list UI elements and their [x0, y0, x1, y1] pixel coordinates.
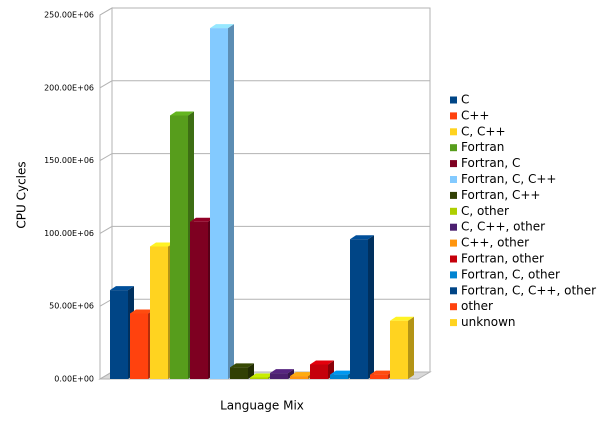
- bar-face: [110, 286, 134, 291]
- y-tick-label: 250.00E+06: [44, 11, 94, 20]
- legend-label: Fortran, other: [461, 252, 544, 266]
- bar: [350, 235, 374, 379]
- bar-face: [350, 235, 374, 240]
- bar-face: [170, 115, 188, 380]
- bar-face: [150, 242, 174, 247]
- bar-face: [310, 364, 328, 379]
- legend-swatch: [450, 96, 457, 104]
- grid-line: [99, 225, 430, 234]
- bar: [290, 372, 314, 379]
- grid-line: [99, 80, 430, 89]
- bar: [330, 370, 354, 379]
- legend-swatch: [450, 287, 457, 295]
- bar: [390, 316, 414, 379]
- bar: [310, 360, 334, 379]
- y-tick-label: 100.00E+06: [44, 229, 94, 238]
- legend-label: C, C++: [461, 124, 506, 138]
- grid-line: [99, 7, 430, 16]
- bar-face: [250, 373, 274, 378]
- legend-label: other: [461, 299, 493, 313]
- bar-face: [130, 309, 154, 314]
- bar-face: [228, 24, 234, 379]
- bar-face: [190, 221, 208, 379]
- legend-swatch: [450, 303, 457, 311]
- bar-face: [288, 369, 294, 379]
- bar-face: [370, 370, 394, 375]
- legend-swatch: [450, 319, 457, 327]
- legend-swatch: [450, 223, 457, 231]
- legend-swatch: [450, 255, 457, 263]
- legend-swatch: [450, 239, 457, 247]
- legend-label: C, C++, other: [461, 220, 545, 234]
- legend-label: C: [461, 93, 469, 107]
- bar-face: [310, 360, 334, 365]
- bar-face: [210, 28, 228, 379]
- bar-face: [350, 239, 368, 379]
- bar-face: [110, 290, 128, 379]
- bar-face: [150, 246, 168, 379]
- legend-label: unknown: [461, 315, 516, 329]
- bar-face: [390, 316, 414, 321]
- bar: [270, 369, 294, 379]
- x-axis-title: Language Mix: [220, 399, 304, 413]
- bar-face: [270, 373, 288, 379]
- bar-face: [370, 374, 388, 379]
- legend-swatch: [450, 112, 457, 120]
- bar: [210, 24, 234, 379]
- legend-label: C++, other: [461, 236, 529, 250]
- bar-face: [130, 313, 148, 379]
- bar-face: [270, 369, 294, 374]
- legend-label: Fortran, C, C++, other: [461, 283, 596, 297]
- bar-face: [408, 316, 414, 379]
- bar-face: [368, 235, 374, 379]
- bar-face: [330, 374, 348, 379]
- y-tick-label: 200.00E+06: [44, 83, 94, 92]
- grid-line: [99, 153, 430, 162]
- bar-face: [170, 111, 194, 116]
- legend-label: Fortran: [461, 140, 504, 154]
- legend-swatch: [450, 191, 457, 199]
- bar-face: [248, 363, 254, 379]
- bar-face: [250, 377, 268, 379]
- bar-face: [290, 376, 308, 379]
- y-tick-label: 0.00E+00: [54, 375, 94, 384]
- bar-face: [290, 372, 314, 377]
- bar-face: [190, 217, 214, 222]
- legend-swatch: [450, 271, 457, 279]
- legend-swatch: [450, 128, 457, 136]
- legend-label: C, other: [461, 204, 509, 218]
- legend-label: Fortran, C, C++: [461, 172, 556, 186]
- bar: [230, 363, 254, 379]
- bar-face: [330, 370, 354, 375]
- legend-label: Fortran, C: [461, 156, 520, 170]
- y-axis-title: CPU Cycles: [15, 161, 29, 228]
- legend-label: Fortran, C++: [461, 188, 540, 202]
- bar-face: [390, 320, 408, 379]
- legend-swatch: [450, 160, 457, 168]
- legend-swatch: [450, 144, 457, 152]
- bar-face: [230, 363, 254, 368]
- legend-swatch: [450, 207, 457, 215]
- legend-label: Fortran, C, other: [461, 267, 560, 281]
- y-tick-label: 50.00E+06: [49, 302, 94, 311]
- bar-face: [210, 24, 234, 29]
- legend-swatch: [450, 176, 457, 183]
- bar-face: [230, 367, 248, 379]
- legend-label: C++: [461, 108, 490, 122]
- y-tick-label: 150.00E+06: [44, 156, 94, 165]
